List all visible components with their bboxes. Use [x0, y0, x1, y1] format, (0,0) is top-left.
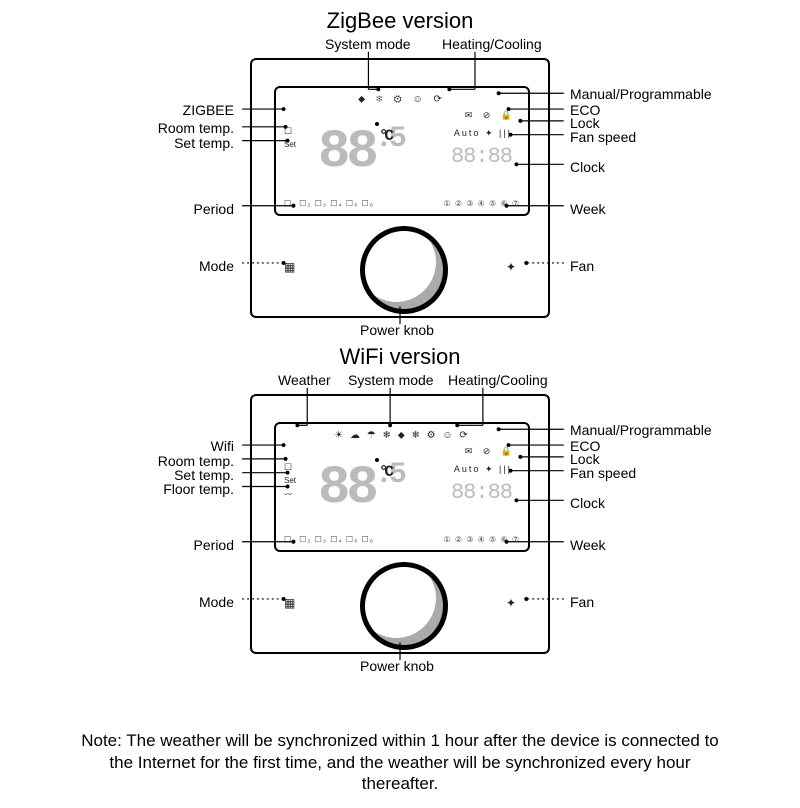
fan-button-icon-w[interactable]: ✦ — [506, 596, 516, 610]
lbl-floor-temp: Floor temp. — [163, 481, 234, 497]
sub-icon-row: ✉ ⊘ 🔒 — [276, 110, 516, 121]
left-indicator-col: ☐Set — [284, 124, 296, 152]
lbl-heating-cooling: Heating/Cooling — [442, 36, 542, 52]
zigbee-diagram: System mode Heating/Cooling ⬥ ❄ ⚙ ☺ ⟳ ✉ … — [80, 38, 720, 334]
lbl-fan: Fan — [570, 258, 594, 274]
lbl-week-w: Week — [570, 537, 606, 553]
lbl-zigbee: ZIGBEE — [183, 102, 234, 118]
clock-display-w: 88:88 — [451, 480, 512, 505]
lbl-week: Week — [570, 201, 606, 217]
fan-button-icon[interactable]: ✦ — [506, 260, 516, 274]
lbl-clock: Clock — [570, 159, 605, 175]
lbl-fan-w: Fan — [570, 594, 594, 610]
lbl-manual-prog: Manual/Programmable — [570, 86, 712, 102]
temp-display-w: 88.5°C — [318, 458, 386, 519]
note-text: Note: The weather will be synchronized w… — [80, 730, 720, 794]
lbl-set-temp: Set temp. — [174, 135, 234, 151]
lbl-room-temp: Room temp. — [158, 120, 234, 136]
bottom-row: ☐₁ ☐₂ ☐₃ ☐₄ ☐₅ ☐₆ ① ② ③ ④ ⑤ ⑥ ⑦ — [284, 199, 520, 208]
lbl-period: Period — [194, 201, 234, 217]
clock-display: 88:88 — [451, 144, 512, 169]
week-icons: ① ② ③ ④ ⑤ ⑥ ⑦ — [443, 199, 520, 208]
lcd-screen: ⬥ ❄ ⚙ ☺ ⟳ ✉ ⊘ 🔒 Auto ✦ ||| ☐Set 88.5°C 8… — [274, 86, 530, 216]
lbl-fan-speed-w: Fan speed — [570, 465, 636, 481]
lbl-clock-w: Clock — [570, 495, 605, 511]
title-zigbee: ZigBee version — [0, 8, 800, 34]
fan-speed-row: Auto ✦ ||| — [454, 128, 512, 139]
week-icons-w: ① ② ③ ④ ⑤ ⑥ ⑦ — [443, 535, 520, 544]
temp-display: 88.5°C — [318, 122, 386, 183]
left-indicator-col-w: ☐Set〰 — [284, 460, 296, 502]
device-body: ⬥ ❄ ⚙ ☺ ⟳ ✉ ⊘ 🔒 Auto ✦ ||| ☐Set 88.5°C 8… — [250, 58, 550, 318]
lbl-mode-w: Mode — [199, 594, 234, 610]
lbl-power-knob-w: Power knob — [360, 658, 434, 674]
period-icons: ☐₁ ☐₂ ☐₃ ☐₄ ☐₅ ☐₆ — [284, 199, 374, 208]
mode-button-icon[interactable]: ▦ — [284, 260, 295, 274]
lbl-system-mode-w: System mode — [348, 372, 434, 388]
lbl-heating-cooling-w: Heating/Cooling — [448, 372, 548, 388]
top-icon-row-w: ☀ ☁ ☂ ❄ ⬥ ❄ ⚙ ☺ ⟳ — [276, 430, 528, 441]
lbl-manual-prog-w: Manual/Programmable — [570, 422, 712, 438]
device-body-w: ☀ ☁ ☂ ❄ ⬥ ❄ ⚙ ☺ ⟳ ✉ ⊘ 🔒 Auto ✦ ||| ☐Set〰… — [250, 394, 550, 654]
lbl-mode: Mode — [199, 258, 234, 274]
lbl-power-knob: Power knob — [360, 322, 434, 338]
power-knob-w[interactable] — [360, 562, 448, 650]
sub-icon-row-w: ✉ ⊘ 🔒 — [276, 446, 516, 457]
period-icons-w: ☐₁ ☐₂ ☐₃ ☐₄ ☐₅ ☐₆ — [284, 535, 374, 544]
lbl-fan-speed: Fan speed — [570, 129, 636, 145]
mode-button-icon-w[interactable]: ▦ — [284, 596, 295, 610]
top-icon-row: ⬥ ❄ ⚙ ☺ ⟳ — [276, 94, 528, 105]
wifi-diagram: Weather System mode Heating/Cooling ☀ ☁ … — [80, 374, 720, 670]
lbl-wifi: Wifi — [211, 438, 234, 454]
fan-speed-row-w: Auto ✦ ||| — [454, 464, 512, 475]
power-knob[interactable] — [360, 226, 448, 314]
lbl-system-mode: System mode — [325, 36, 411, 52]
lbl-weather: Weather — [278, 372, 331, 388]
title-wifi: WiFi version — [0, 344, 800, 370]
lbl-period-w: Period — [194, 537, 234, 553]
lcd-screen-w: ☀ ☁ ☂ ❄ ⬥ ❄ ⚙ ☺ ⟳ ✉ ⊘ 🔒 Auto ✦ ||| ☐Set〰… — [274, 422, 530, 552]
bottom-row-w: ☐₁ ☐₂ ☐₃ ☐₄ ☐₅ ☐₆ ① ② ③ ④ ⑤ ⑥ ⑦ — [284, 535, 520, 544]
